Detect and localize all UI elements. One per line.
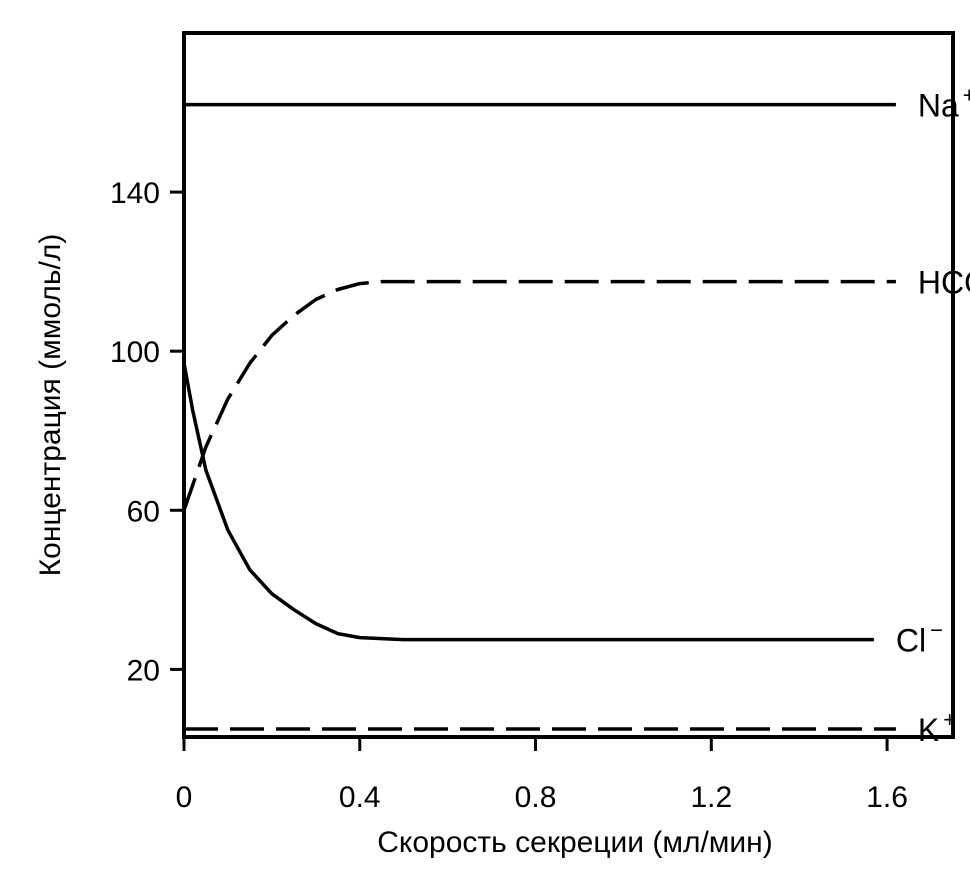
series-label-base: Na: [918, 88, 959, 124]
series-label-base: HCO: [918, 265, 970, 301]
series-label-superscript: +: [943, 707, 956, 732]
x-tick-label: 1.6: [866, 781, 908, 814]
series-label-superscript: −: [930, 618, 943, 643]
series-line-2: [182, 362, 874, 642]
x-tick-label: 0.4: [339, 781, 381, 814]
y-axis-title: Концентрация (ммоль/л): [34, 234, 67, 577]
series-label-3: K +: [918, 707, 956, 748]
series-lines: [182, 102, 896, 731]
series-label-1: HCO3−: [918, 258, 970, 307]
y-tick-label: 60: [127, 495, 160, 528]
y-axis: 20 60 100 140: [110, 177, 184, 687]
y-tick-label: 140: [110, 177, 160, 210]
y-tick-label: 100: [110, 336, 160, 369]
x-tick-label: 0: [176, 781, 193, 814]
series-label-base: K: [918, 712, 939, 748]
x-axis-title: Скорость секреции (мл/мин): [377, 826, 773, 859]
x-axis: 0 0.4 0.8 1.2 1.6: [176, 737, 908, 814]
series-label-superscript: +: [963, 83, 970, 108]
x-tick-label: 1.2: [690, 781, 732, 814]
series-labels: Na+HCO3−Cl−K+: [896, 83, 970, 748]
plot-frame: [182, 31, 955, 739]
series-line-1: [182, 279, 896, 511]
x-tick-label: 0.8: [515, 781, 557, 814]
series-label-base: Cl: [896, 623, 926, 659]
series-label-0: Na +: [918, 83, 970, 124]
series-label-2: Cl −: [896, 618, 943, 659]
y-tick-label: 20: [127, 654, 160, 687]
